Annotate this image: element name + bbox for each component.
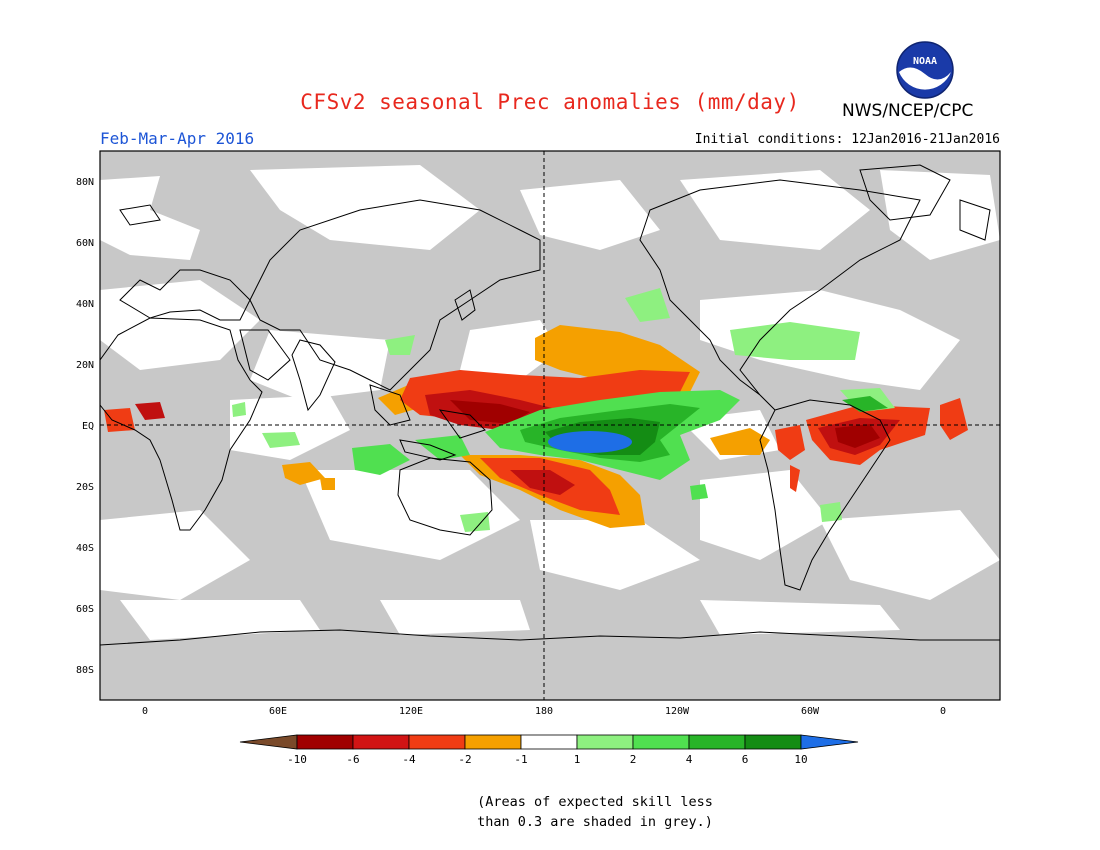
dry-anomaly-extreme <box>450 400 880 448</box>
colorbar-segment <box>408 734 466 750</box>
noaa-logo: NOAA <box>896 41 954 99</box>
colorbar-segment <box>688 734 746 750</box>
colorbar-segment <box>352 734 410 750</box>
colorbar-segment <box>632 734 690 750</box>
colorbar: -10 -6 -4 -2 -1 1 2 4 6 10 <box>239 734 859 766</box>
colorbar-segment <box>296 734 354 750</box>
colorbar-label: 1 <box>574 753 581 766</box>
longitude-tick-label: 120W <box>665 706 690 717</box>
colorbar-label: -4 <box>402 753 416 766</box>
wet-anomaly-extreme <box>548 431 632 453</box>
map-frame <box>99 150 1001 701</box>
colorbar-label: 2 <box>630 753 637 766</box>
colorbar-label: 4 <box>686 753 693 766</box>
colorbar-label: -10 <box>287 753 307 766</box>
longitude-tick-label: 0 <box>142 706 148 717</box>
skill-footnote-line-1: (Areas of expected skill less <box>477 794 713 810</box>
longitude-tick-label: 0 <box>940 706 946 717</box>
colorbar-label: 6 <box>742 753 749 766</box>
noaa-logo-text: NOAA <box>913 56 937 67</box>
latitude-tick-label: 40S <box>76 543 94 554</box>
colorbar-label: 10 <box>794 753 807 766</box>
skill-footnote-line-2: than 0.3 are shaded in grey.) <box>477 814 713 830</box>
latitude-tick-label: 60S <box>76 604 94 615</box>
latitude-tick-label: 80N <box>76 177 94 188</box>
colorbar-label: -2 <box>458 753 471 766</box>
coastlines <box>100 164 1000 646</box>
longitude-axis: 0 60E 120E 180 120W 60W 0 <box>142 706 946 717</box>
latitude-tick-label: 40N <box>76 299 94 310</box>
latitude-tick-label: EQ <box>82 421 94 432</box>
colorbar-segment <box>576 734 634 750</box>
initial-conditions-label: Initial conditions: 12Jan2016-21Jan2016 <box>694 132 1000 147</box>
latitude-tick-label: 80S <box>76 665 94 676</box>
colorbar-label: -6 <box>346 753 359 766</box>
colorbar-segment <box>239 734 298 750</box>
latitude-axis: 80N 60N 40N 20N EQ 20S 40S 60S 80S <box>76 177 94 676</box>
longitude-tick-label: 180 <box>535 706 553 717</box>
latitude-tick-label: 20N <box>76 360 94 371</box>
skill-footnote: (Areas of expected skill less than 0.3 a… <box>0 792 1100 832</box>
colorbar-segment <box>520 734 578 750</box>
colorbar-segment <box>464 734 522 750</box>
colorbar-label: -1 <box>514 753 527 766</box>
chart-title: CFSv2 seasonal Prec anomalies (mm/day) <box>300 90 800 114</box>
latitude-tick-label: 60N <box>76 238 94 249</box>
neutral-anomaly-areas <box>100 165 1000 640</box>
latitude-tick-label: 20S <box>76 482 94 493</box>
organization-label: NWS/NCEP/CPC <box>842 101 974 121</box>
colorbar-segment <box>744 734 802 750</box>
longitude-tick-label: 120E <box>399 706 423 717</box>
longitude-tick-label: 60E <box>269 706 287 717</box>
season-label: Feb-Mar-Apr 2016 <box>100 129 255 148</box>
longitude-tick-label: 60W <box>801 706 820 717</box>
colorbar-segment <box>800 734 859 750</box>
